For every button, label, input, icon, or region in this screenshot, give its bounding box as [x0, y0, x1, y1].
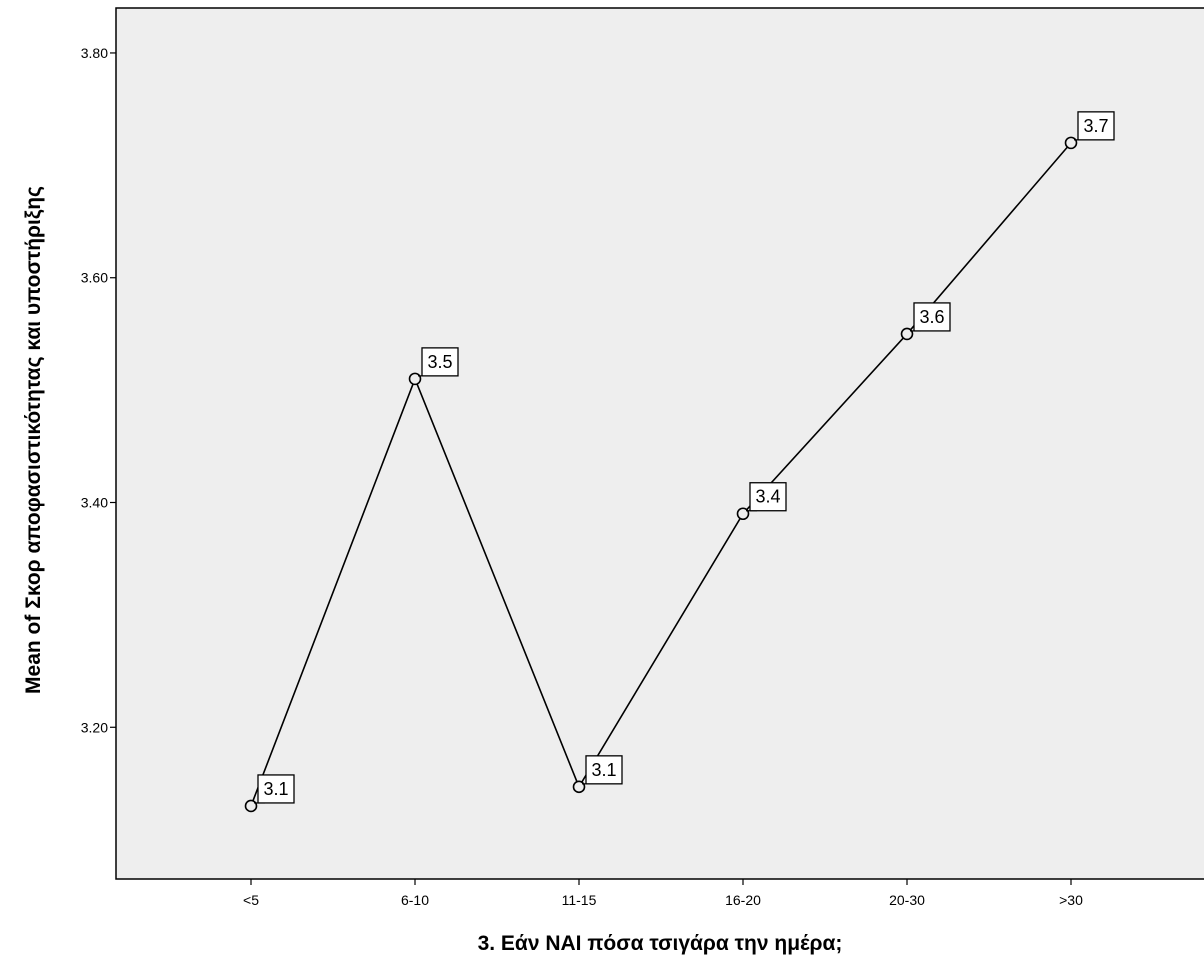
- data-point: [408, 372, 422, 386]
- data-label-box: [913, 302, 951, 332]
- data-label: 3.1: [582, 755, 623, 785]
- y-tick-label: 3.80: [81, 45, 108, 61]
- data-label: 3.1: [254, 774, 295, 804]
- x-tick-label: >30: [1059, 892, 1083, 908]
- data-label-box: [1077, 111, 1115, 141]
- data-point: [572, 780, 586, 794]
- y-tick-label: 3.40: [81, 495, 108, 511]
- x-tick-label: 20-30: [889, 892, 925, 908]
- data-label-text: 3.6: [919, 307, 944, 327]
- plot-area: [115, 7, 1204, 880]
- data-label: 3.5: [418, 347, 459, 377]
- x-axis-title: 3. Εάν ΝΑΙ πόσα τσιγάρα την ημέρα;: [478, 932, 843, 955]
- data-label: 3.7: [1074, 111, 1115, 141]
- data-label-text: 3.5: [427, 352, 452, 372]
- data-point: [900, 327, 914, 341]
- data-label-text: 3.1: [263, 779, 288, 799]
- x-tick-label: <5: [243, 892, 259, 908]
- data-point: [736, 507, 750, 521]
- data-label: 3.4: [746, 482, 787, 512]
- x-axis: <5 6-10 11-15 16-20 20-30 >30: [243, 879, 1083, 908]
- data-markers: [244, 136, 1078, 813]
- data-labels: 3.1 3.5 3.1 3.4 3.6 3.7: [254, 111, 1115, 804]
- data-label-text: 3.4: [755, 487, 780, 507]
- data-label-text: 3.7: [1083, 116, 1108, 136]
- data-label: 3.6: [910, 302, 951, 332]
- x-tick-label: 6-10: [401, 892, 429, 908]
- data-point: [244, 799, 258, 813]
- y-tick-label: 3.20: [81, 719, 108, 735]
- data-label-box: [421, 347, 459, 377]
- data-point: [1064, 136, 1078, 150]
- data-label-text: 3.1: [591, 760, 616, 780]
- y-tick-label: 3.60: [81, 270, 108, 286]
- series-line: [250, 142, 1072, 807]
- data-label-box: [585, 755, 623, 785]
- data-label-box: [257, 774, 295, 804]
- data-label-box: [749, 482, 787, 512]
- y-axis-title: Mean of Σκορ αποφασιστικότητας και υποστ…: [22, 186, 45, 694]
- y-axis: 3.20 3.40 3.60 3.80: [81, 45, 116, 735]
- x-tick-label: 11-15: [562, 892, 597, 908]
- x-tick-label: 16-20: [725, 892, 761, 908]
